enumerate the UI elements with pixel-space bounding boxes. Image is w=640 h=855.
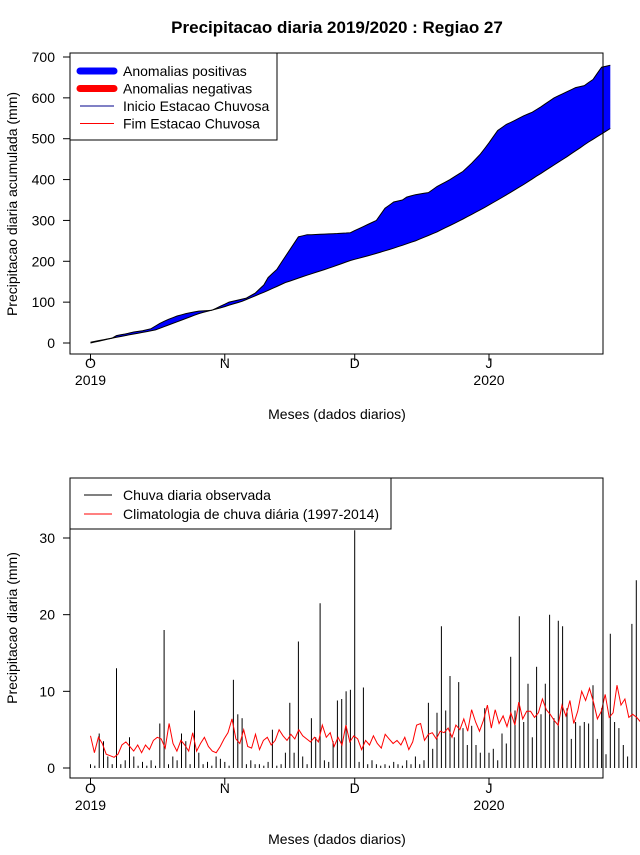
cumulative-y-axis-label: Precipitacao diaria acumulada (mm) xyxy=(4,92,20,316)
y-tick-label: 600 xyxy=(32,90,56,106)
x-tick-year-label: 2019 xyxy=(75,372,106,388)
y-tick-label: 100 xyxy=(32,294,56,310)
y-tick-label: 0 xyxy=(47,335,55,351)
x-tick-label: N xyxy=(220,355,230,371)
x-tick-label: N xyxy=(220,780,230,796)
x-tick-label: J xyxy=(486,780,493,796)
legend-entry-label: Fim Estacao Chuvosa xyxy=(123,116,260,132)
x-tick-year-label: 2020 xyxy=(473,797,504,813)
legend-entry-label: Climatologia de chuva diária (1997-2014) xyxy=(123,506,379,522)
cumulative-legend: Anomalias positivas Anomalias negativasIn… xyxy=(70,53,277,140)
y-tick-label: 500 xyxy=(32,131,56,147)
legend-entry-label: Anomalias negativas xyxy=(123,81,252,97)
daily-legend: Chuva diaria observada Climatologia de ch… xyxy=(70,478,391,529)
cumulative-x-axis-label: Meses (dados diarios) xyxy=(268,406,406,422)
x-tick-year-label: 2019 xyxy=(75,797,106,813)
y-tick-label: 30 xyxy=(39,530,55,546)
climatology-line-group xyxy=(91,685,640,757)
y-tick-label: 400 xyxy=(32,172,56,188)
legend-entry-label: Chuva diaria observada xyxy=(123,487,271,503)
y-tick-label: 20 xyxy=(39,607,55,623)
daily-y-axis-label: Precipitacao diaria (mm) xyxy=(4,552,20,704)
figure-title: Precipitacao diaria 2019/2020 : Regiao 2… xyxy=(171,18,503,37)
daily-rain-bars xyxy=(91,530,640,768)
x-tick-year-label: 2020 xyxy=(473,372,504,388)
x-tick-label: D xyxy=(350,355,360,371)
x-tick-label: O xyxy=(85,355,96,371)
y-tick-label: 200 xyxy=(32,253,56,269)
y-tick-label: 300 xyxy=(32,212,56,228)
y-tick-label: 10 xyxy=(39,683,55,699)
climatology-line xyxy=(91,685,640,757)
y-tick-label: 0 xyxy=(47,760,55,776)
x-tick-label: O xyxy=(85,780,96,796)
y-tick-label: 700 xyxy=(32,49,56,65)
daily-x-axis-label: Meses (dados diarios) xyxy=(268,831,406,847)
legend-entry-label: Anomalias positivas xyxy=(123,63,247,79)
x-tick-label: D xyxy=(350,780,360,796)
x-tick-label: J xyxy=(486,355,493,371)
legend-entry-label: Inicio Estacao Chuvosa xyxy=(123,98,270,114)
